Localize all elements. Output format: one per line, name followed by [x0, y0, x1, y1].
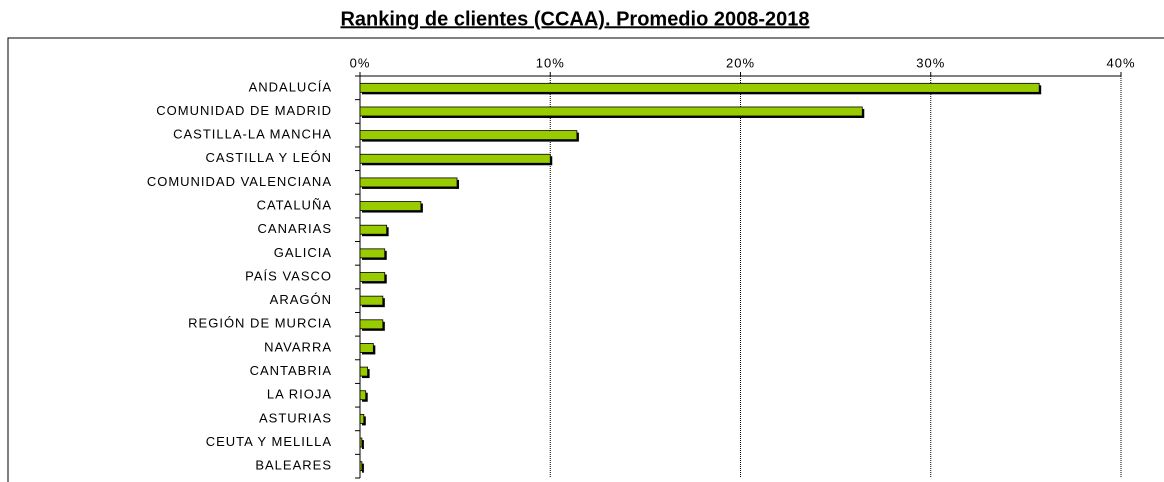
x-tick-label: 10% [536, 55, 565, 70]
bar [359, 413, 365, 424]
bar [359, 201, 422, 211]
y-tick-label: ARAGÓN [270, 292, 332, 307]
bar [359, 153, 551, 164]
bar [359, 437, 363, 448]
y-tick-label: BALEARES [255, 458, 332, 473]
bar [359, 319, 384, 330]
bar [359, 390, 367, 401]
bar [359, 130, 578, 141]
y-tick-label: CATALUÑA [257, 197, 332, 212]
y-tick-label: LA RIOJA [267, 387, 332, 402]
bar-shadow [362, 440, 364, 450]
y-tick-label: REGIÓN DE MURCIA [188, 316, 332, 331]
x-tick-label: 30% [916, 55, 945, 70]
bar [359, 224, 388, 235]
x-tick-label: 0% [350, 55, 371, 70]
x-tick-label: 20% [726, 55, 755, 70]
x-tick-label: 40% [1106, 55, 1135, 70]
y-tick-label: CASTILLA-LA MANCHA [173, 127, 332, 142]
bar [359, 177, 458, 188]
bar-shadow [362, 463, 364, 473]
bar [359, 366, 369, 377]
bar [359, 272, 386, 282]
bar [359, 248, 386, 259]
y-tick-label: GALICIA [274, 245, 332, 260]
bar [359, 295, 384, 306]
y-tick-label: CEUTA Y MELILLA [206, 434, 332, 449]
y-tick-label: CANARIAS [258, 221, 332, 236]
chart-title: Ranking de clientes (CCAA). Promedio 200… [340, 8, 809, 30]
y-tick-label: COMUNIDAD DE MADRID [156, 103, 332, 118]
y-tick-label: ASTURIAS [259, 410, 332, 425]
y-tick-label: CANTABRIA [250, 363, 332, 378]
y-tick-label: PAÍS VASCO [245, 268, 332, 283]
y-tick-label: ANDALUCÍA [249, 79, 332, 94]
y-tick-label: NAVARRA [264, 339, 332, 354]
bar [359, 82, 1040, 93]
bar [359, 343, 374, 353]
chart-border [7, 37, 1164, 482]
y-tick-label: COMUNIDAD VALENCIANA [147, 174, 332, 189]
bar [359, 461, 363, 472]
bar [359, 106, 863, 117]
y-tick-label: CASTILLA Y LEÓN [205, 150, 332, 165]
